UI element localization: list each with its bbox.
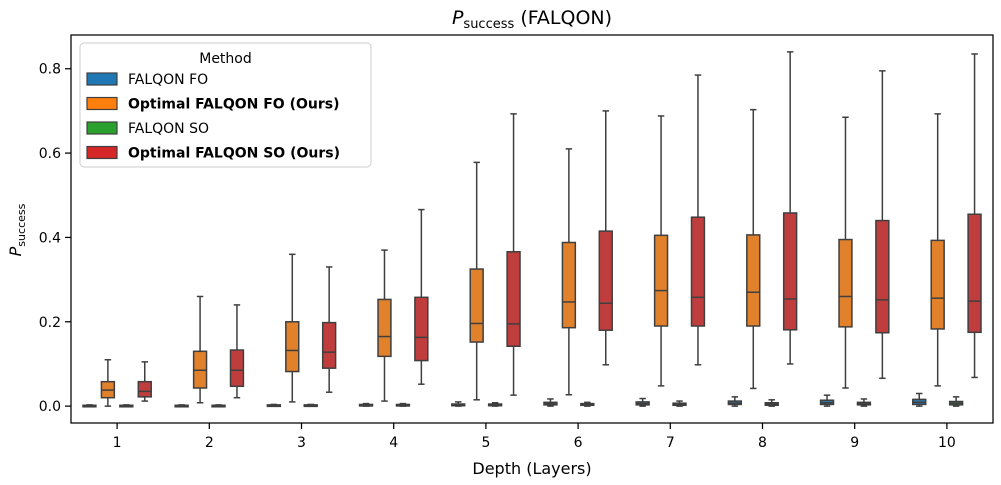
x-tick-label: 9 (850, 435, 859, 451)
legend-title: Method (199, 51, 252, 67)
x-tick-label: 4 (389, 435, 398, 451)
box-iqr (782, 212, 798, 331)
box-iqr (967, 213, 982, 334)
box-iqr (414, 296, 429, 362)
chart-title-suffix: (FALQON) (514, 7, 612, 29)
box-optimal-falqon-so-ours-depth-3 (321, 266, 337, 393)
plot-area (82, 51, 982, 408)
box-optimal-falqon-fo-ours-depth-5 (469, 161, 484, 401)
x-axis-label: Depth (Layers) (472, 459, 591, 478)
box-iqr (229, 349, 245, 388)
box-falqon-so-depth-7 (672, 400, 687, 407)
x-tick-label: 5 (481, 435, 490, 451)
x-tick-label: 6 (574, 435, 583, 451)
legend-swatch-falqon-fo (86, 72, 118, 86)
chart-title-subscript: success (463, 17, 514, 32)
box-optimal-falqon-so-ours-depth-2 (229, 304, 245, 399)
box-optimal-falqon-so-ours-depth-5 (506, 113, 521, 396)
box-optimal-falqon-fo-ours-depth-10 (930, 113, 945, 387)
legend-label-optimal-falqon-so-ours: Optimal FALQON SO (Ours) (128, 146, 340, 162)
box-iqr (746, 234, 761, 327)
box-falqon-fo-depth-10 (912, 392, 927, 407)
box-iqr (838, 238, 853, 328)
x-tick-label: 10 (938, 435, 956, 451)
box-falqon-fo-depth-3 (266, 403, 282, 408)
box-optimal-falqon-so-ours-depth-10 (967, 53, 982, 379)
box-iqr (690, 216, 706, 327)
legend-swatch-optimal-falqon-fo-ours (86, 96, 118, 111)
chart-title-main: P (452, 7, 464, 29)
box-iqr (930, 239, 945, 330)
box-falqon-fo-depth-8 (727, 396, 743, 407)
y-tick-label: 0.6 (39, 146, 61, 162)
box-falqon-so-depth-10 (948, 396, 964, 407)
y-tick-label: 0.0 (39, 399, 61, 415)
box-optimal-falqon-fo-ours-depth-2 (192, 295, 208, 404)
box-optimal-falqon-so-ours-depth-1 (137, 361, 152, 402)
legend: Method FALQON FO Optimal FALQON FO (Ours) F… (79, 42, 372, 168)
box-optimal-falqon-fo-ours-depth-6 (561, 148, 577, 396)
box-optimal-falqon-fo-ours-depth-1 (100, 358, 116, 407)
box-iqr (875, 219, 890, 334)
box-falqon-fo-depth-5 (451, 401, 466, 407)
box-iqr (137, 380, 152, 398)
box-iqr (653, 234, 669, 327)
legend-frame (79, 42, 372, 168)
box-optimal-falqon-so-ours-depth-7 (690, 74, 706, 366)
box-optimal-falqon-so-ours-depth-8 (782, 51, 798, 365)
legend-label-falqon-fo: FALQON FO (128, 72, 208, 88)
legend-label-falqon-so: FALQON SO (128, 121, 209, 137)
box-optimal-falqon-fo-ours-depth-3 (285, 253, 300, 403)
box-optimal-falqon-fo-ours-depth-4 (377, 249, 392, 402)
y-axis-label: Psuccess (6, 203, 28, 256)
box-falqon-so-depth-6 (580, 401, 595, 407)
x-tick-label: 8 (758, 435, 767, 451)
box-iqr (469, 268, 484, 343)
box-iqr (321, 321, 337, 369)
box-falqon-fo-depth-6 (543, 398, 558, 407)
box-optimal-falqon-so-ours-depth-9 (875, 70, 890, 380)
box-falqon-so-depth-3 (303, 403, 318, 408)
y-tick-label: 0.4 (39, 230, 61, 246)
box-iqr (506, 251, 521, 347)
box-iqr (598, 230, 613, 331)
legend-swatch-optimal-falqon-so-ours (86, 145, 118, 160)
box-falqon-fo-depth-1 (82, 404, 97, 408)
x-tick-label: 3 (297, 435, 306, 451)
plot-frame (70, 34, 994, 424)
x-tick-label: 7 (666, 435, 675, 451)
box-falqon-so-depth-5 (487, 402, 503, 407)
box-falqon-so-depth-2 (211, 404, 226, 408)
y-tick-label: 0.2 (39, 315, 61, 331)
box-falqon-fo-depth-4 (358, 402, 374, 407)
box-falqon-so-depth-4 (395, 402, 411, 407)
box-optimal-falqon-so-ours-depth-6 (598, 110, 613, 366)
box-falqon-so-depth-1 (119, 404, 134, 408)
box-falqon-fo-depth-2 (174, 404, 189, 408)
box-optimal-falqon-fo-ours-depth-7 (653, 115, 669, 387)
chart-title: Psuccess (FALQON) (452, 7, 612, 32)
box-iqr (561, 241, 577, 329)
box-optimal-falqon-so-ours-depth-4 (414, 208, 429, 385)
legend-swatch-falqon-so (86, 121, 118, 135)
y-axis-label-subscript: success (15, 203, 28, 246)
box-falqon-so-depth-9 (856, 398, 872, 407)
x-tick-label: 2 (205, 435, 214, 451)
box-falqon-fo-depth-7 (635, 397, 650, 407)
y-tick-label: 0.8 (39, 62, 61, 78)
box-falqon-so-depth-8 (764, 399, 779, 407)
legend-label-optimal-falqon-fo-ours: Optimal FALQON FO (Ours) (128, 97, 339, 113)
axes: 1 2 3 4 5 6 7 8 9 10 0.0 0.2 0.4 0.6 0.8 (39, 34, 994, 451)
y-axis-label-main: P (6, 246, 25, 256)
box-falqon-fo-depth-9 (819, 394, 835, 407)
box-iqr (377, 298, 392, 358)
box-optimal-falqon-fo-ours-depth-8 (746, 108, 761, 390)
x-tick-label: 1 (113, 435, 122, 451)
box-iqr (285, 321, 300, 373)
box-optimal-falqon-fo-ours-depth-9 (838, 116, 853, 389)
